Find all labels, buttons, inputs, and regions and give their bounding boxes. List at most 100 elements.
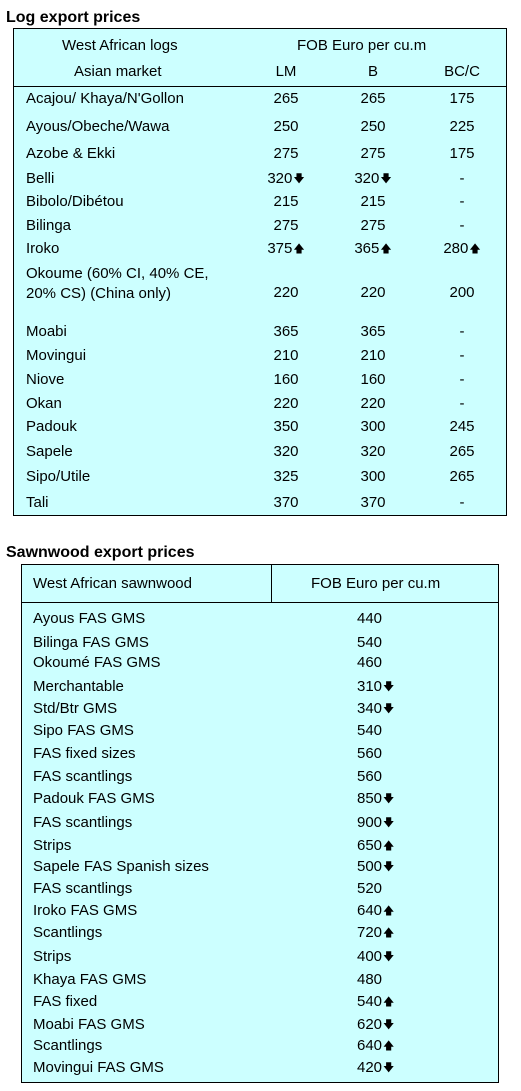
sawn-header-west-african: West African sawnwood — [33, 575, 192, 592]
arrow-down-icon: 🡇 — [383, 861, 395, 873]
log-row-name: Moabi — [26, 323, 67, 340]
log-row-lm: 325 — [256, 468, 316, 485]
log-row-b-value: 320 — [354, 170, 380, 187]
log-price-table: West African logs FOB Euro per cu.m Asia… — [13, 28, 507, 516]
log-row-bc: - — [432, 395, 492, 412]
log-row-b-value: 275 — [360, 217, 386, 234]
sawn-row-name: Std/Btr GMS — [33, 700, 118, 717]
log-row-b-value: 365 — [360, 323, 386, 340]
sawn-row-price-value: 640 — [357, 1037, 383, 1054]
sawn-row-name: FAS scantlings — [33, 814, 133, 831]
log-row-bc-value: - — [459, 193, 465, 210]
sawn-row-name: Merchantable — [33, 678, 124, 695]
arrow-down-icon: 🡇 — [383, 817, 395, 829]
log-row-b: 250 — [343, 118, 403, 135]
sawn-row-price: 900🡇 — [357, 814, 407, 832]
sawn-row-name: FAS fixed sizes — [33, 745, 136, 762]
sawn-row-price: 420🡇 — [357, 1059, 407, 1077]
sawn-row-price: 400🡇 — [357, 948, 407, 966]
log-row-lm: 250 — [256, 118, 316, 135]
sawn-row-price: 480 — [357, 971, 407, 988]
log-row-bc: 245 — [432, 418, 492, 435]
log-header-bc: BC/C — [444, 63, 480, 80]
log-row-bc: 200 — [432, 284, 492, 301]
log-header-west-african: West African logs — [62, 37, 178, 54]
log-row-lm: 320 — [256, 443, 316, 460]
log-row-lm-value: 320 — [267, 170, 293, 187]
sawn-row-price-value: 540 — [357, 993, 383, 1010]
arrow-down-icon: 🡇 — [383, 951, 395, 963]
sawn-row-name: Padouk FAS GMS — [33, 790, 155, 807]
log-row-lm-value: 215 — [273, 193, 299, 210]
log-row-bc-value: - — [459, 347, 465, 364]
sawn-row-name: Iroko FAS GMS — [33, 902, 138, 919]
log-row-name: Tali — [26, 494, 49, 511]
log-row-b-value: 365 — [354, 240, 380, 257]
sawn-row-price: 540🡅 — [357, 993, 407, 1011]
log-row-name: Iroko — [26, 240, 60, 257]
sawn-row-name: Bilinga FAS GMS — [33, 634, 149, 651]
log-header-lm: LM — [275, 63, 297, 80]
sawn-row-name: Okoumé FAS GMS — [33, 654, 161, 671]
sawn-row-name: FAS scantlings — [33, 768, 133, 785]
log-row-name: Acajou/ Khaya/N'Gollon — [26, 90, 184, 107]
log-row-lm: 320🡇 — [256, 170, 316, 188]
log-row-bc-value: - — [459, 217, 465, 234]
log-row-b: 320 — [343, 443, 403, 460]
log-row-b: 300 — [343, 468, 403, 485]
arrow-down-icon: 🡇 — [383, 1019, 395, 1031]
log-row-bc-value: - — [459, 371, 465, 388]
log-row-bc-value: - — [459, 494, 465, 511]
sawn-row-name: Sipo FAS GMS — [33, 722, 134, 739]
log-row-b: 275 — [343, 145, 403, 162]
sawn-row-price-value: 420 — [357, 1059, 383, 1076]
arrow-up-icon: 🡅 — [293, 243, 305, 255]
sawn-row-name: Scantlings — [33, 1037, 103, 1054]
sawn-row-price: 560 — [357, 745, 407, 762]
log-row-b-value: 210 — [360, 347, 386, 364]
log-row-lm-value: 220 — [273, 284, 299, 301]
sawn-row-name: FAS fixed — [33, 993, 98, 1010]
sawn-header-fob: FOB Euro per cu.m — [311, 575, 441, 592]
sawn-row-name: Sapele FAS Spanish sizes — [33, 858, 209, 875]
log-row-lm-value: 320 — [273, 443, 299, 460]
log-row-bc-value: 265 — [449, 443, 475, 460]
log-row-lm-value: 350 — [273, 418, 299, 435]
sawn-row-price: 310🡇 — [357, 678, 407, 696]
log-row-name: Okoume (60% CI, 40% CE, 20% CS) (China o… — [26, 265, 209, 302]
log-row-b-value: 220 — [360, 395, 386, 412]
log-row-bc: - — [432, 193, 492, 210]
log-row-bc: 265 — [432, 468, 492, 485]
log-row-bc-value: - — [459, 395, 465, 412]
sawn-row-price-value: 640 — [357, 902, 383, 919]
log-row-bc-value: 225 — [449, 118, 475, 135]
log-row-name: Azobe & Ekki — [26, 145, 116, 162]
sawn-row-price-value: 560 — [357, 745, 383, 762]
log-row-bc: 265 — [432, 443, 492, 460]
log-row-lm-value: 220 — [273, 395, 299, 412]
log-row-bc-value: 175 — [449, 90, 475, 107]
log-row-bc-value: 175 — [449, 145, 475, 162]
log-row-b: 265 — [343, 90, 403, 107]
log-row-lm-value: 265 — [273, 90, 299, 107]
sawn-row-name: Movingui FAS GMS — [33, 1059, 164, 1076]
arrow-up-icon: 🡅 — [469, 243, 481, 255]
log-row-bc: 225 — [432, 118, 492, 135]
sawn-row-name: Moabi FAS GMS — [33, 1016, 145, 1033]
log-header-asian-market: Asian market — [74, 63, 162, 80]
log-row-b: 365🡅 — [343, 240, 403, 258]
log-row-b: 220 — [343, 284, 403, 301]
log-row-bc-value: - — [459, 323, 465, 340]
log-row-bc: 175 — [432, 145, 492, 162]
sawn-row-price-value: 400 — [357, 948, 383, 965]
sawn-row-name: Strips — [33, 837, 72, 854]
log-row-bc: - — [432, 323, 492, 340]
log-row-b-value: 215 — [360, 193, 386, 210]
arrow-up-icon: 🡅 — [383, 927, 395, 939]
sawn-row-price: 340🡇 — [357, 700, 407, 718]
sawn-row-price: 850🡇 — [357, 790, 407, 808]
arrow-down-icon: 🡇 — [380, 173, 392, 185]
log-row-name: Bibolo/Dibétou — [26, 193, 124, 210]
log-row-b-value: 300 — [360, 468, 386, 485]
log-header-b: B — [367, 63, 378, 80]
